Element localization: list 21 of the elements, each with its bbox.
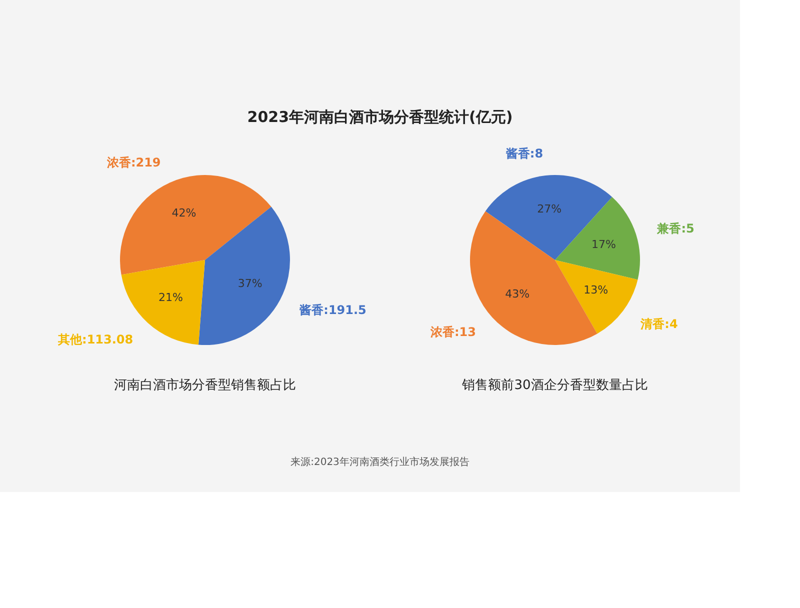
data-label: 37% <box>238 276 262 290</box>
pie-slice <box>120 175 272 275</box>
pie-slice <box>555 260 638 334</box>
chart-title: 2023年河南白酒市场分香型统计(亿元) <box>247 108 513 126</box>
slice-label: 清香:4 <box>640 317 678 332</box>
slice-label: 酱香:8 <box>504 146 544 161</box>
data-label: 43% <box>505 287 530 300</box>
slice-label: 其他:113.08 <box>57 332 134 346</box>
slice-label: 浓香:219 <box>106 156 161 170</box>
data-label: 17% <box>591 238 616 251</box>
slice-label: 酱香:191.5 <box>298 302 366 317</box>
source-note: 来源:2023年河南酒类行业市场发展报告 <box>290 456 470 468</box>
slice-label: 兼香:5 <box>656 221 694 236</box>
pie-slice <box>198 206 290 345</box>
data-label: 21% <box>158 290 183 304</box>
data-label: 42% <box>172 206 196 220</box>
data-label: 13% <box>584 284 608 297</box>
data-label: 27% <box>537 202 562 216</box>
slice-label: 浓香:13 <box>429 325 476 340</box>
text: 河南白酒市场分香型销售额占比 <box>114 378 296 393</box>
text: 销售额前30酒企分香型数量占比 <box>461 378 648 393</box>
